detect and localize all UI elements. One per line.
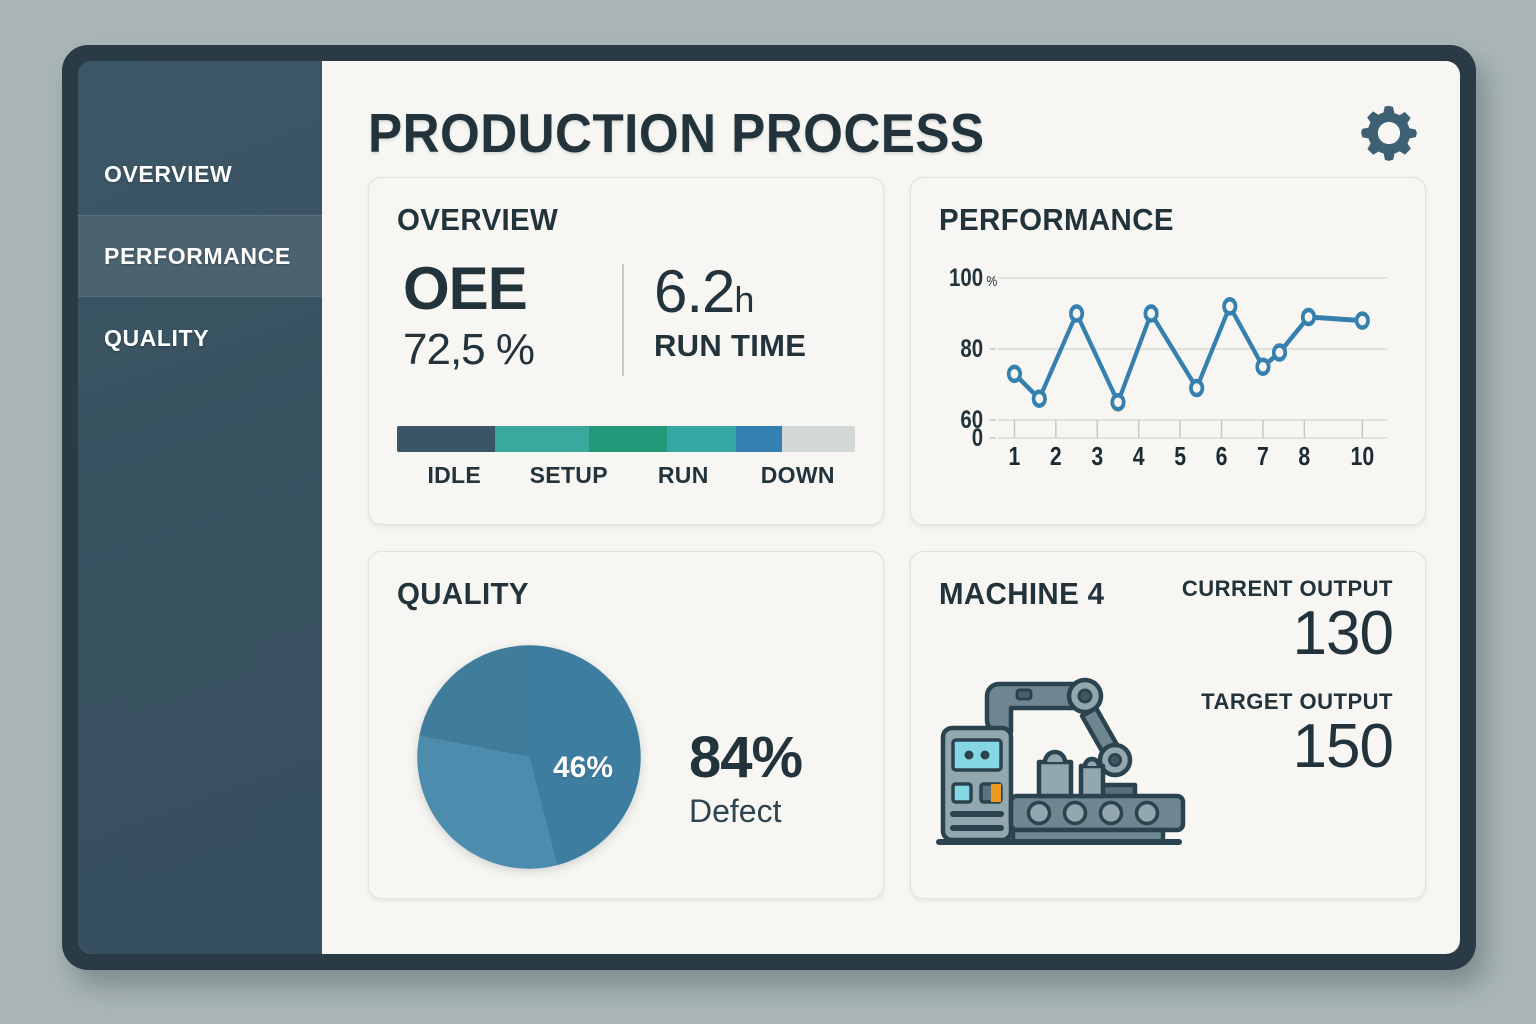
chart-data-point	[1255, 357, 1271, 376]
sidebar-item-label: OVERVIEW	[104, 160, 233, 187]
status-label-setup: SETUP	[529, 462, 608, 488]
screen: OVERVIEW PERFORMANCE QUALITY PRODUCTION …	[78, 61, 1460, 954]
status-label-idle: IDLE	[427, 462, 482, 488]
device-frame: OVERVIEW PERFORMANCE QUALITY PRODUCTION …	[62, 45, 1476, 970]
oee-block: OEE 72,5 %	[397, 255, 622, 375]
overview-card-title: OVERVIEW	[397, 202, 559, 237]
current-output-label: CURRENT OUTPUT	[1181, 576, 1393, 601]
run-time-label: RUN TIME	[654, 328, 807, 363]
chart-data-point	[1006, 364, 1023, 384]
target-output-value: 150	[1292, 712, 1394, 782]
machine-metrics: CURRENT OUTPUT 130 TARGET OUTPUT 150	[1182, 576, 1397, 778]
chart-data-point	[1069, 304, 1085, 323]
status-label-run: RUN	[657, 462, 709, 488]
sidebar: OVERVIEW PERFORMANCE QUALITY	[78, 61, 322, 954]
y-axis-label: 0	[972, 423, 983, 451]
main-content: PRODUCTION PROCESS OVERVIEW OEE 72,5	[322, 61, 1460, 954]
y-axis-label: 80	[960, 334, 983, 362]
x-axis-label: 10	[1351, 442, 1375, 467]
y-axis-label: 100	[949, 263, 983, 291]
quality-pie-chart: 46%	[415, 643, 643, 871]
runtime-block: 6.2h RUN TIME	[654, 260, 806, 364]
performance-card-title: PERFORMANCE	[939, 202, 1174, 237]
pie-slice-label: 46%	[553, 751, 614, 784]
chart-data-point	[1354, 311, 1370, 330]
page-title: PRODUCTION PROCESS	[368, 102, 985, 164]
x-axis-label: 5	[1174, 442, 1186, 467]
target-output-label: TARGET OUTPUT	[1201, 689, 1393, 715]
stats-divider	[622, 264, 624, 376]
defect-caption: Defect	[689, 792, 782, 829]
performance-chart: 100% 80 60 0 1 2 3 4 5 6 7 8 10	[939, 252, 1397, 467]
pie-slice-segment-c	[419, 645, 529, 757]
sidebar-item-quality[interactable]: QUALITY	[78, 297, 322, 379]
chart-data-point	[1189, 378, 1205, 398]
pie-slice-defect-share	[529, 645, 641, 866]
x-axis-label: 8	[1298, 442, 1310, 467]
chart-data-point	[1031, 389, 1047, 408]
sidebar-item-performance[interactable]: PERFORMANCE	[78, 215, 322, 297]
machine-card: MACHINE 4 CURRENT OUTPUT 130 TARGET OUTP…	[910, 551, 1426, 899]
run-time-value-row: 6.2h	[654, 262, 806, 322]
defect-value: 84%	[689, 724, 803, 790]
line-chart-svg: 100 % 80 600 1 2 3 4 5 6 7 8 10	[949, 263, 1388, 467]
overview-stats: OEE 72,5 % 6.2h RUN TIME	[397, 255, 855, 410]
chart-data-point	[1143, 304, 1159, 323]
x-axis-label: 3	[1091, 442, 1103, 467]
run-time-value: 6.2	[654, 258, 735, 325]
status-segment-run	[589, 426, 668, 452]
industrial-robot-conveyor-icon	[936, 677, 1186, 845]
x-axis-label: 4	[1133, 442, 1146, 467]
defect-block: 84% Defect	[689, 685, 803, 830]
top-bar: PRODUCTION PROCESS	[368, 89, 1426, 177]
quality-card: QUALITY 46% 84% Defect	[368, 551, 884, 899]
quality-card-title: QUALITY	[397, 576, 529, 611]
chart-data-point	[1300, 307, 1317, 327]
pie-slice-segment-b	[417, 736, 557, 869]
chart-data-point	[1271, 343, 1288, 362]
sidebar-item-overview[interactable]: OVERVIEW	[78, 133, 322, 215]
status-label-down: DOWN	[760, 462, 835, 488]
quality-body: 46% 84% Defect	[397, 622, 855, 892]
machine-header: MACHINE 4 CURRENT OUTPUT 130 TARGET OUTP…	[939, 576, 1397, 778]
dashboard-grid: OVERVIEW OEE 72,5 % 6.2h R	[368, 177, 1426, 899]
x-axis-label: 6	[1216, 442, 1228, 467]
y-axis-label: 60	[960, 405, 983, 433]
x-axis-label: 2	[1050, 442, 1062, 467]
current-output-value: 130	[1292, 599, 1394, 668]
chart-data-point	[1222, 297, 1238, 316]
pie-chart-svg	[417, 645, 641, 869]
status-segment-teal2	[667, 426, 736, 452]
overview-card: OVERVIEW OEE 72,5 % 6.2h R	[368, 177, 884, 525]
chart-data-point	[1110, 393, 1126, 412]
gear-icon[interactable]	[1358, 102, 1420, 164]
oee-label: OEE	[403, 255, 528, 322]
x-axis-label: 7	[1257, 442, 1269, 467]
status-segment-empty	[781, 426, 855, 452]
status-segment-idle	[397, 426, 496, 452]
status-bar-legend: IDLE SETUP RUN DOWN	[397, 462, 855, 489]
oee-value: 72,5 %	[403, 324, 535, 374]
performance-card: PERFORMANCE 100% 80 60 0 1 2 3 4 5 6 7 8 10	[910, 177, 1426, 525]
x-axis-label: 1	[1009, 442, 1021, 467]
status-bar	[397, 426, 855, 452]
sidebar-item-label: PERFORMANCE	[104, 242, 291, 269]
sidebar-item-label: QUALITY	[104, 324, 210, 351]
y-axis-unit: %	[986, 273, 997, 289]
machine-title: MACHINE 4	[939, 576, 1105, 611]
status-segment-setup	[495, 426, 590, 452]
status-segment-down	[735, 426, 782, 452]
run-time-unit: h	[734, 279, 754, 320]
